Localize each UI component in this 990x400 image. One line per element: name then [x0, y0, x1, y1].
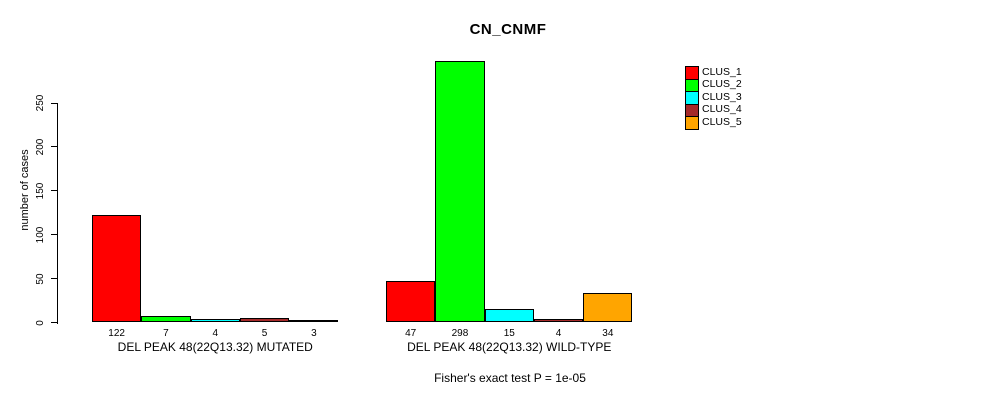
- y-tick-mark: [50, 146, 58, 148]
- y-tick-label: 50: [35, 273, 46, 285]
- y-tick-label: 0: [35, 319, 46, 326]
- group-axis-label: DEL PEAK 48(22Q13.32) MUTATED: [117, 340, 313, 354]
- y-tick-label: 250: [35, 94, 46, 112]
- bar-value-label: 15: [503, 327, 515, 339]
- y-axis-line: [56, 103, 58, 324]
- legend-swatch-clus_5: [685, 116, 699, 130]
- bar-value-label: 298: [451, 327, 469, 339]
- bar-clus_3-group2: [484, 309, 534, 323]
- y-tick-mark: [50, 102, 58, 104]
- legend-label-clus_1: CLUS_1: [702, 65, 742, 78]
- legend-label-clus_3: CLUS_3: [702, 90, 742, 103]
- bar-value-label: 4: [212, 327, 219, 339]
- bar-clus_2-group1: [141, 316, 191, 323]
- bar-clus_3-group1: [190, 318, 240, 323]
- fisher-test-caption: Fisher's exact test P = 1e-05: [434, 371, 586, 385]
- y-tick-mark: [50, 190, 58, 192]
- bar-value-label: 5: [261, 327, 268, 339]
- group-axis-label: DEL PEAK 48(22Q13.32) WILD-TYPE: [407, 340, 612, 354]
- y-tick-label: 150: [35, 182, 46, 200]
- bar-clus_4-group2: [533, 318, 584, 323]
- chart-title: CN_CNMF: [469, 21, 547, 38]
- legend-label-clus_4: CLUS_4: [702, 103, 742, 115]
- bar-value-label: 122: [108, 327, 125, 339]
- bar-value-label: 3: [311, 327, 317, 339]
- legend-label-clus_5: CLUS_5: [702, 115, 742, 128]
- bar-clus_5-group2: [583, 292, 633, 323]
- bar-clus_1-group2: [386, 281, 436, 323]
- bar-clus_1-group1: [92, 215, 142, 323]
- bar-clus_2-group2: [435, 60, 485, 323]
- y-tick-label: 200: [35, 138, 46, 156]
- y-axis-label: number of cases: [19, 149, 31, 231]
- y-tick-mark: [50, 234, 58, 236]
- bar-value-label: 7: [163, 327, 169, 339]
- bar-clus_5-group1: [289, 319, 339, 323]
- y-tick-mark: [50, 322, 58, 323]
- bar-value-label: 4: [555, 327, 562, 339]
- y-tick-mark: [50, 278, 58, 280]
- bar-value-label: 34: [602, 327, 614, 339]
- bar-value-label: 47: [405, 327, 417, 339]
- legend-label-clus_2: CLUS_2: [702, 78, 742, 90]
- bar-clus_4-group1: [239, 318, 290, 323]
- y-tick-label: 100: [35, 226, 46, 244]
